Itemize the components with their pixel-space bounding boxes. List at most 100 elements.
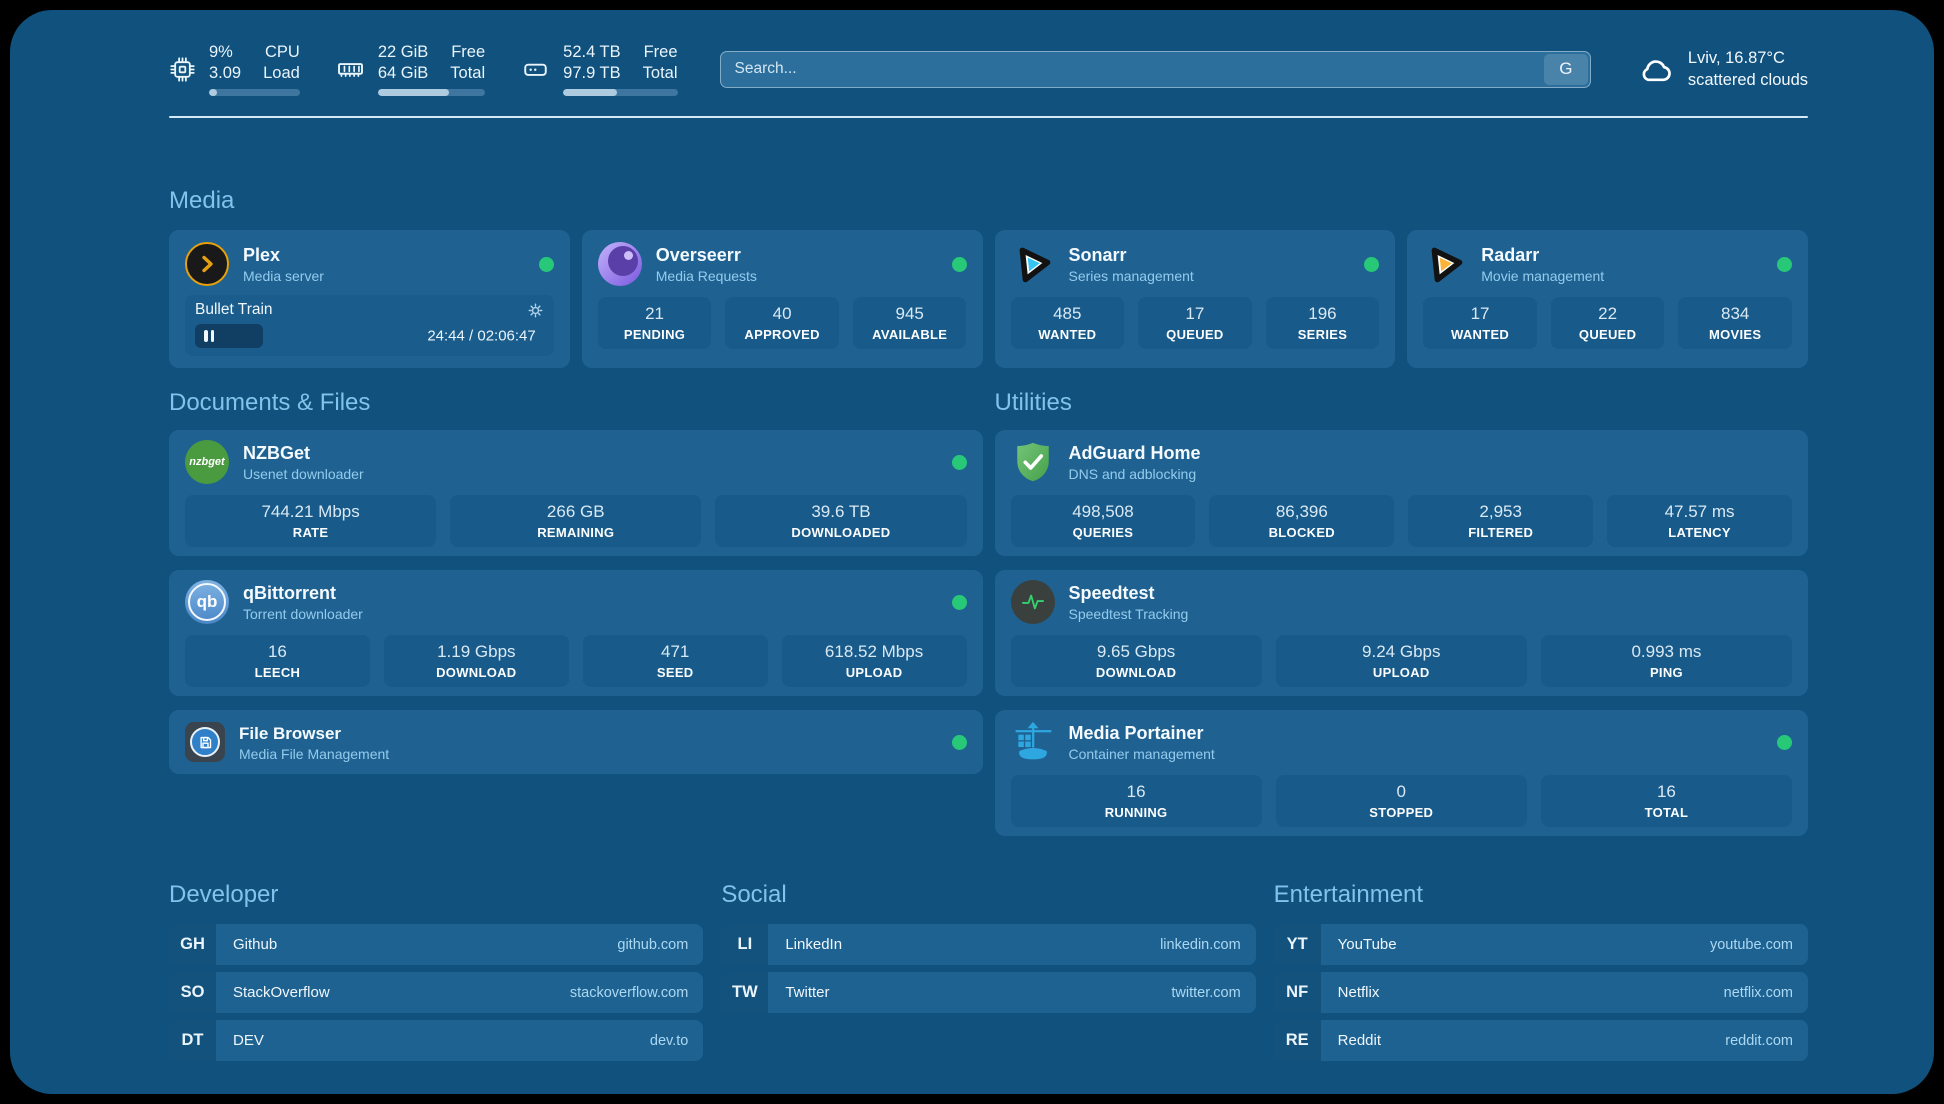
bookmark-name: Github [233,936,278,953]
stat-box: 2,953 FILTERED [1408,495,1594,547]
filebrowser-subtitle: Media File Management [239,745,390,762]
bookmark-group-title: Social [721,881,787,908]
system-stats: 9% 3.09 CPU Load [169,42,678,96]
bookmark-name: Netflix [1337,984,1380,1001]
filebrowser-title: File Browser [239,723,342,743]
radarr-title: Radarr [1481,244,1540,265]
cpu-icon [170,56,195,82]
documents-column: Documents & Files nzbget NZBGet Usenet d… [169,388,983,774]
stat-box: 0.993 ms PING [1540,635,1793,687]
portainer-status-dot [1777,734,1792,750]
plex-now-playing: Bullet Train 24:44 / 02:06:47 [185,295,554,356]
plex-status-dot [538,256,554,272]
bookmark-name: YouTube [1337,936,1397,953]
adguard-icon [1011,440,1055,484]
bookmark-group-developer: Developer GH Github github.com SO StackOv… [169,880,704,1061]
now-playing-title: Bullet Train [195,301,273,318]
memory-progress-bar [377,89,486,96]
stat-box: 16 LEECH [185,635,370,687]
sonarr-icon [1008,240,1056,288]
stat-box: 16 RUNNING [1010,775,1262,827]
radarr-subtitle: Movie management [1481,267,1605,284]
stat-box: 22 QUEUED [1550,297,1665,349]
memory-stat: 22 GiB 64 GiB Free Total [336,42,486,96]
qbittorrent-icon: qb [185,580,229,624]
adguard-subtitle: DNS and adblocking [1068,465,1197,482]
stat-box: 485 WANTED [1010,297,1125,349]
storage-free-value: 52.4 TB [563,43,621,61]
stat-box: 9.24 Gbps UPLOAD [1275,635,1527,687]
plex-title: Plex [243,244,281,265]
bookmark-link-linkedin[interactable]: LI LinkedIn linkedin.com [721,924,1256,965]
playback-time: 24:44 / 02:06:47 [427,327,536,345]
search-provider-button[interactable]: G [1543,53,1588,85]
app-card-speedtest[interactable]: Speedtest Speedtest Tracking 9.65 Gbps DO… [994,570,1808,696]
storage-progress-bar [563,89,678,96]
storage-total-value: 97.9 TB [563,64,621,82]
pause-icon[interactable] [204,330,214,342]
app-card-filebrowser[interactable]: File Browser Media File Management [169,710,983,774]
qbittorrent-title: qBittorrent [243,582,336,603]
speedtest-subtitle: Speedtest Tracking [1068,605,1189,622]
section-title-media: Media [169,187,235,214]
stat-box: 17 QUEUED [1138,297,1252,349]
bookmark-link-twitter[interactable]: TW Twitter twitter.com [721,972,1256,1013]
app-card-overseerr[interactable]: Overseerr Media Requests 21 PENDING 40 APP… [581,230,983,368]
bookmark-abbr: DT [169,1020,216,1061]
bookmark-link-dev[interactable]: DT DEV dev.to [169,1020,704,1061]
stat-box: 9.65 Gbps DOWNLOAD [1010,635,1262,687]
section-title-documents: Documents & Files [169,389,371,416]
storage-stat: 52.4 TB 97.9 TB Free Total [521,42,678,96]
bookmark-link-netflix[interactable]: NF Netflix netflix.com [1273,972,1808,1013]
qbittorrent-subtitle: Torrent downloader [243,605,363,622]
speedtest-icon [1010,580,1055,624]
cpu-load-value: 3.09 [209,64,242,82]
stat-box: 266 GB REMAINING [450,495,702,547]
stat-box: 47.57 ms LATENCY [1607,495,1792,547]
bookmark-link-youtube[interactable]: YT YouTube youtube.com [1273,924,1808,965]
nzbget-status-dot [951,454,967,470]
app-card-plex[interactable]: Plex Media server Bullet Train [169,230,570,368]
bookmark-link-github[interactable]: GH Github github.com [169,924,704,965]
plex-icon [185,242,229,286]
app-card-radarr[interactable]: Radarr Movie management 17 WANTED 22 QUEUE… [1407,230,1808,368]
bookmark-url: youtube.com [1709,936,1793,953]
app-card-sonarr[interactable]: Sonarr Series management 485 WANTED 17 QUE… [994,230,1396,368]
radarr-icon [1421,240,1469,288]
app-card-nzbget[interactable]: nzbget NZBGet Usenet downloader 744.21 M… [169,430,983,556]
bookmark-abbr: SO [169,972,216,1013]
bookmark-url: dev.to [649,1032,689,1049]
sonarr-status-dot [1364,256,1380,272]
bookmark-name: Twitter [785,984,830,1001]
stat-box: 0 STOPPED [1275,775,1527,827]
search-input[interactable] [720,51,1590,87]
playback-progress-bar[interactable]: 24:44 / 02:06:47 [195,324,544,348]
filebrowser-icon [185,722,225,762]
overseerr-status-dot [951,256,967,272]
stat-box: 196 SERIES [1265,297,1380,349]
cpu-percent: 9% [209,43,233,61]
stat-box: 39.6 TB DOWNLOADED [715,495,967,547]
bookmark-url: linkedin.com [1160,936,1241,953]
bookmark-name: DEV [233,1032,264,1049]
qbittorrent-status-dot [951,594,967,610]
app-card-qbittorrent[interactable]: qb qBittorrent Torrent downloader 16 LEEC… [169,570,983,696]
storage-free-label: Free [643,43,678,61]
app-card-portainer[interactable]: Media Portainer Container management 16 R… [994,710,1808,836]
bookmark-link-reddit[interactable]: RE Reddit reddit.com [1273,1020,1808,1061]
bookmark-group-title: Developer [169,881,279,908]
app-card-adguard[interactable]: AdGuard Home DNS and adblocking 498,508 Q… [994,430,1808,556]
stat-box: 834 MOVIES [1678,297,1792,349]
nzbget-icon: nzbget [185,440,229,484]
stat-box: 945 AVAILABLE [852,297,967,349]
utilities-column: Utilities [994,388,1808,836]
speedtest-title: Speedtest [1068,582,1155,603]
overseerr-title: Overseerr [655,244,741,265]
bookmark-url: netflix.com [1723,984,1793,1001]
sonarr-title: Sonarr [1068,244,1127,265]
settings-gear-icon[interactable] [527,302,544,319]
cpu-progress-bar [209,89,300,96]
stat-box: 17 WANTED [1423,297,1537,349]
bookmark-link-stackoverflow[interactable]: SO StackOverflow stackoverflow.com [169,972,704,1013]
bookmark-url: twitter.com [1171,984,1241,1001]
